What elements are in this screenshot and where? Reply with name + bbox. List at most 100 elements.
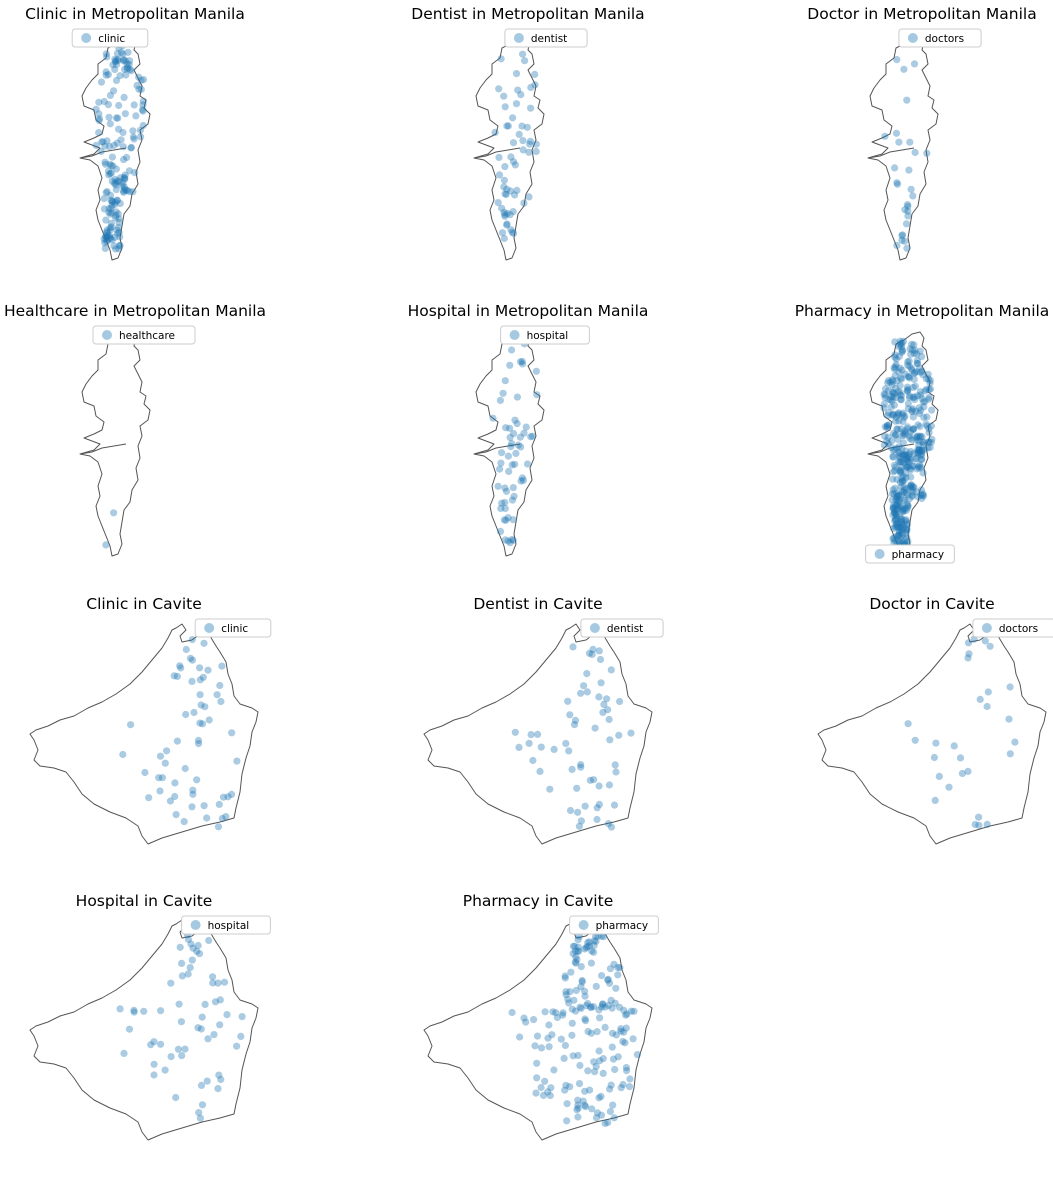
facility-point (610, 801, 619, 809)
facility-point (106, 210, 114, 218)
facility-point (112, 76, 121, 85)
facility-point (956, 754, 965, 762)
facility-point (901, 451, 909, 459)
facility-point (885, 421, 893, 429)
facility-point (114, 56, 122, 64)
facility-point (562, 739, 570, 748)
facility-point (574, 943, 582, 951)
facility-point (124, 48, 132, 56)
facility-point (532, 1089, 540, 1097)
facility-point (596, 1014, 604, 1022)
facility-point (918, 494, 926, 502)
facility-point (893, 523, 901, 531)
facility-point (533, 1059, 541, 1067)
facility-point (95, 116, 103, 125)
legend-label: clinic (221, 623, 248, 635)
facility-point (545, 1043, 553, 1051)
facility-point (910, 462, 918, 470)
facility-point (121, 175, 129, 183)
facility-point (110, 179, 118, 187)
facility-point (895, 443, 903, 451)
facility-point (898, 366, 906, 374)
facility-point (130, 135, 138, 143)
facility-point (577, 763, 585, 771)
facility-point (563, 1117, 571, 1125)
facility-point (186, 964, 194, 972)
facility-point (117, 48, 126, 57)
facility-point (894, 523, 902, 531)
facility-point (888, 376, 896, 384)
facility-point (516, 358, 525, 366)
facility-point (116, 233, 124, 241)
facility-point (900, 496, 908, 504)
facility-point (916, 423, 924, 431)
facility-point (108, 153, 116, 161)
facility-point (106, 160, 114, 168)
facility-point (626, 1075, 634, 1083)
facility-point (890, 389, 898, 397)
facility-point (912, 433, 921, 441)
facility-point (984, 688, 992, 696)
facility-point (904, 491, 912, 499)
facility-point (574, 808, 582, 816)
facility-point (908, 492, 916, 500)
facility-point (901, 486, 909, 494)
facility-point (502, 487, 511, 495)
facility-point (158, 774, 166, 782)
facility-point (903, 383, 912, 391)
facility-point (137, 133, 145, 141)
facility-point (901, 505, 909, 513)
facility-point (187, 940, 195, 948)
facility-point (506, 424, 514, 432)
facility-point (604, 975, 612, 984)
facility-point (129, 188, 137, 196)
facility-point (527, 731, 535, 739)
facility-point (508, 536, 516, 544)
facility-point (897, 517, 905, 526)
facility-point (880, 441, 889, 449)
facility-point (903, 454, 911, 462)
facility-point (520, 199, 528, 207)
facility-point (893, 510, 901, 518)
facility-point (181, 1045, 189, 1053)
facility-point (501, 498, 509, 507)
facility-point (569, 942, 578, 950)
facility-point (976, 695, 984, 704)
region-outline-group (817, 623, 1047, 845)
facility-point (965, 650, 973, 658)
facility-point (573, 784, 581, 792)
facility-point (918, 433, 926, 441)
facility-point (896, 364, 904, 372)
facility-point (233, 1042, 241, 1050)
facility-point (614, 971, 622, 979)
facility-point (506, 361, 514, 369)
facility-point (217, 1075, 225, 1084)
facility-point (105, 171, 113, 179)
facility-point (902, 220, 911, 228)
facility-point (198, 1013, 206, 1021)
facility-point (901, 370, 909, 378)
facility-point (904, 537, 912, 546)
map-panel: Clinic in Cavite clinic (29, 595, 272, 845)
facility-point (909, 425, 917, 433)
facility-point (214, 979, 222, 987)
facility-point (599, 708, 607, 717)
legend: pharmacy (569, 915, 659, 935)
facility-point (897, 396, 905, 404)
facility-point (907, 447, 915, 456)
facility-point (502, 424, 510, 432)
facility-point (167, 979, 175, 987)
legend: healthcare (92, 325, 196, 345)
facility-point (106, 224, 114, 232)
facility-point (574, 1113, 582, 1121)
facility-point (104, 101, 112, 109)
river-line (473, 147, 521, 159)
river-line (473, 443, 521, 455)
facility-point (898, 346, 907, 354)
facility-point (892, 129, 901, 137)
facility-point (887, 403, 895, 411)
facility-point (511, 728, 519, 736)
facility-point (194, 1024, 202, 1032)
facility-point (569, 1052, 577, 1060)
facility-point (892, 363, 900, 371)
